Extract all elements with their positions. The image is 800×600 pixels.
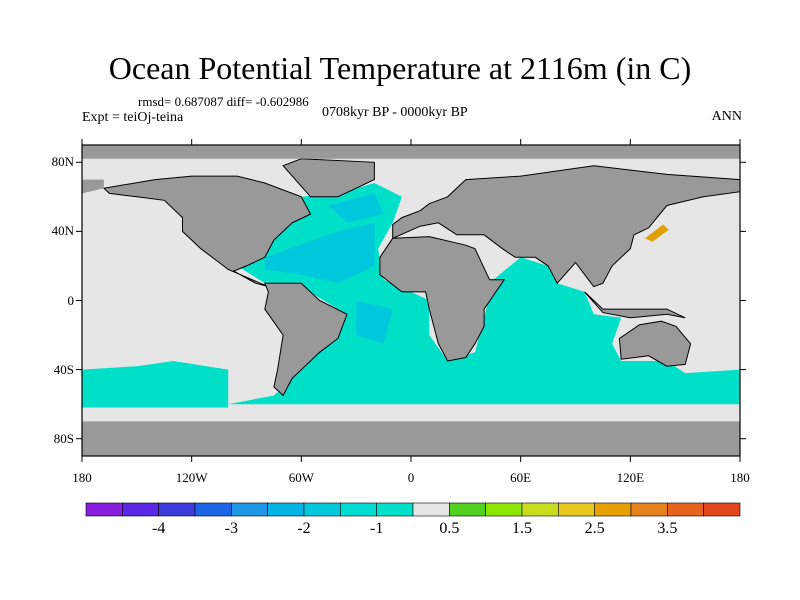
colorbar-swatch <box>303 502 341 517</box>
colorbar-label: 2.5 <box>584 520 605 537</box>
land-north-america <box>102 175 312 288</box>
lat-tick-label: 40S <box>53 361 74 377</box>
cyan-region-south-atlantic <box>356 300 393 344</box>
colorbar-swatch <box>667 502 704 517</box>
lon-tick-label: 0 <box>407 470 415 485</box>
colorbar-label: -4 <box>151 520 166 537</box>
colorbar-swatch <box>703 502 741 517</box>
colorbar <box>85 502 741 517</box>
land-south-america <box>264 282 348 397</box>
map-body <box>76 139 746 462</box>
colorbar-swatch <box>521 502 559 517</box>
land-antarctica <box>82 421 740 456</box>
lat-tick-label: 80S <box>53 430 74 446</box>
period-label: 0708kyr BP - 0000kyr BP <box>322 105 468 120</box>
colorbar-label: -1 <box>369 520 384 537</box>
colorbar-swatch <box>267 502 305 517</box>
land-arctic-edge <box>82 145 740 159</box>
land-africa <box>379 236 506 362</box>
lat-tick-label: 80N <box>51 154 74 170</box>
antarctic-margin <box>82 407 740 422</box>
orange-region-sea-of-japan <box>645 224 669 242</box>
colorbar-label: 0.5 <box>439 520 460 537</box>
lon-tick-label: 120E <box>616 470 645 485</box>
land-australia <box>618 320 692 367</box>
colorbar-swatch <box>231 502 268 517</box>
colorbar-swatch <box>122 502 159 517</box>
colorbar-swatch <box>340 502 377 517</box>
colorbar-swatch <box>630 502 668 517</box>
colorbar-swatch <box>85 502 123 517</box>
cyan-region-south-pacific <box>82 361 229 408</box>
colorbar-swatch <box>158 502 196 517</box>
colorbar-swatch <box>412 502 450 517</box>
colorbar-swatch <box>594 502 632 517</box>
colorbar-swatch <box>449 502 486 517</box>
cyan-region-north-atlantic <box>328 193 384 223</box>
lon-tick-label: 120W <box>175 470 208 485</box>
stats-line: rmsd= 0.687087 diff= -0.602986 <box>138 94 309 109</box>
lat-tick-label: 40N <box>51 223 74 239</box>
cyan-region-mid-atlantic <box>264 222 375 284</box>
colorbar-label: 1.5 <box>512 520 532 537</box>
lon-tick-label: 180 <box>730 470 750 485</box>
land-greenland <box>282 158 375 198</box>
land-chukotka <box>82 179 104 194</box>
colorbar-swatch <box>558 502 595 517</box>
experiment-label: Expt = teiOj-teina <box>82 110 184 125</box>
lon-tick-label: 60E <box>510 470 532 485</box>
season-label: ANN <box>711 109 742 124</box>
colorbar-label: -2 <box>297 520 311 537</box>
colorbar-swatch <box>194 502 232 517</box>
colorbar-label: 3.5 <box>657 520 678 537</box>
land-eurasia <box>392 165 741 288</box>
lon-tick-label: 180 <box>72 470 92 485</box>
colorbar-swatch <box>485 502 523 517</box>
land-indonesia <box>584 291 686 319</box>
lon-tick-label: 60W <box>288 470 314 485</box>
colorbar-swatch <box>376 502 414 517</box>
chart-title: Ocean Potential Temperature at 2116m (in… <box>108 50 692 86</box>
colorbar-label: -3 <box>224 520 238 537</box>
lat-tick-label: 0 <box>67 292 75 308</box>
